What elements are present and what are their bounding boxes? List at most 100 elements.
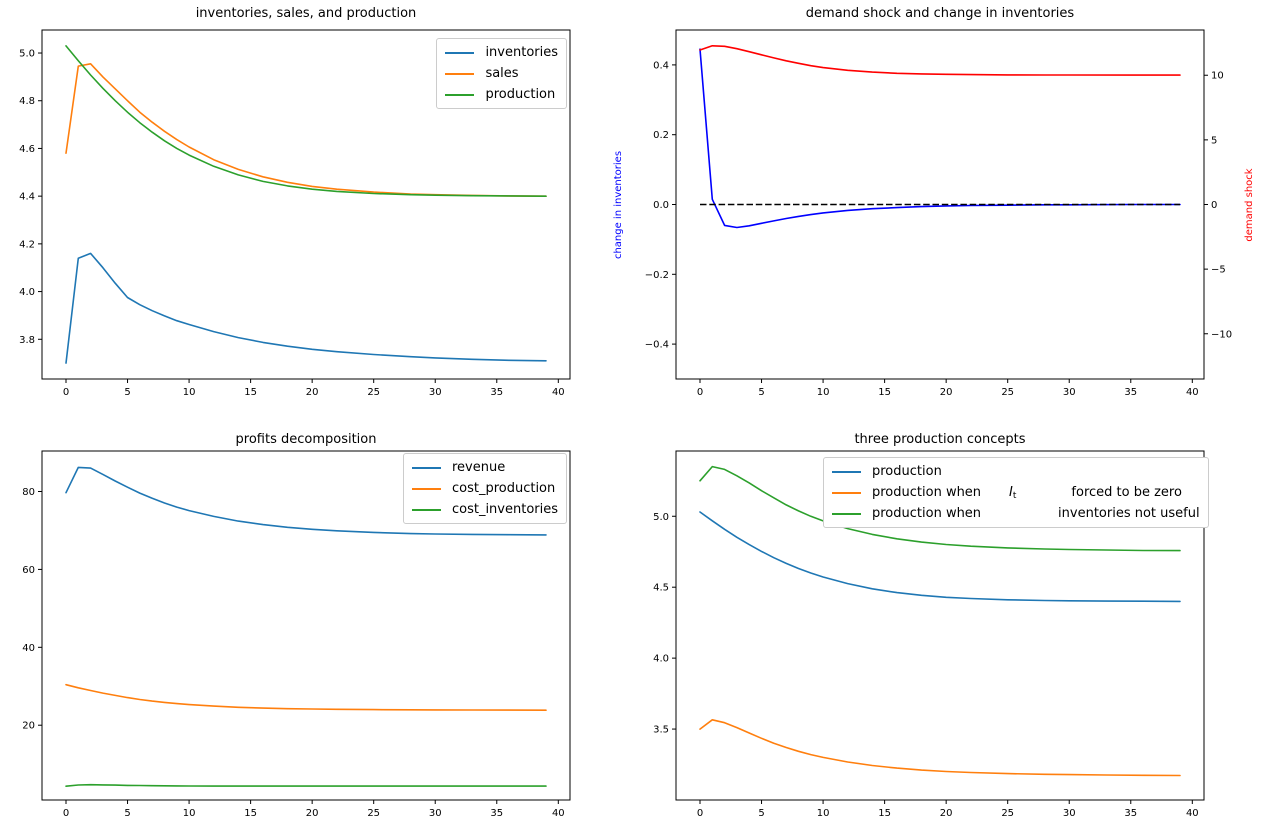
y-tick-label-left: 0.0 — [653, 200, 669, 211]
legend-item-cost-production: cost_production — [411, 478, 558, 499]
x-tick-label: 35 — [1124, 808, 1137, 819]
y-tick-label-right: −5 — [1211, 265, 1226, 276]
y-tick-label-left: 3.5 — [653, 725, 669, 736]
series-line-production — [65, 45, 547, 197]
x-tick-label: 0 — [63, 808, 69, 819]
y-tick-label-left: 40 — [22, 643, 35, 654]
legend-label-gap — [1016, 492, 1071, 493]
subplot-profits-decomposition: 0 5 10 15 20 25 30 35 40 20 40 60 80 profits decompo… — [0, 417, 636, 834]
y-tick-label-left: 20 — [22, 721, 35, 732]
legend-label: inventories — [485, 45, 558, 60]
subplot-three-production-concepts: 0 5 10 15 20 25 30 35 40 3.5 4.0 4.5 5.0 three produ… — [636, 417, 1272, 834]
series-line-inventories — [65, 252, 547, 364]
x-tick-label: 25 — [367, 808, 380, 819]
y-tick-label-right: −10 — [1211, 329, 1232, 340]
legend-bottom-left: revenue cost_production cost_inventories — [402, 453, 567, 524]
x-tick-label: 5 — [758, 808, 764, 819]
plot-canvas-bottom-right: 0 5 10 15 20 25 30 35 40 3.5 4.0 4.5 5.0 — [653, 450, 1205, 819]
axes-frame — [41, 450, 571, 801]
legend-item-production-when-inventories-not-useful: production when inventories not useful — [832, 503, 1200, 524]
x-tick-label: 0 — [63, 387, 69, 398]
x-tick-label: 40 — [552, 387, 565, 398]
x-tick-label: 35 — [490, 387, 503, 398]
legend-color-sample — [832, 470, 861, 473]
x-tick-label: 5 — [758, 387, 764, 398]
y-tick-label-left: 4.5 — [653, 583, 669, 594]
x-tick-label: 40 — [1186, 387, 1199, 398]
legend-item-production: production — [445, 84, 558, 105]
legend-label: forced to be zero — [1071, 485, 1182, 500]
legend-label: t — [1012, 490, 1017, 501]
legend-item-inventories: inventories — [445, 42, 558, 63]
y-tick-label-left: 80 — [22, 487, 35, 498]
legend-color-sample — [445, 51, 475, 54]
y-tick-label-left: 0.4 — [653, 60, 669, 71]
legend-label: inventories not useful — [1058, 506, 1200, 521]
subplot-title: demand shock and change in inventories — [805, 6, 1075, 21]
subplot-title: three production concepts — [854, 432, 1026, 447]
legend-color-sample — [832, 512, 861, 515]
x-tick-label: 25 — [367, 387, 380, 398]
legend-item-sales: sales — [445, 63, 558, 84]
y-tick-label-left: 4.6 — [19, 144, 35, 155]
x-tick-label: 40 — [552, 808, 565, 819]
legend-top-left: inventories sales production — [436, 38, 567, 109]
subplot-demand-shock-change-in-inventories: 0 5 10 15 20 25 30 35 40 −0.4 −0.2 0.0 0.2 0.4 −10 −5 0 5… — [613, 0, 1272, 417]
legend-color-sample — [411, 466, 441, 469]
x-tick-label: 30 — [1063, 387, 1076, 398]
series-line-cost-production — [65, 683, 547, 712]
legend-label: production — [872, 464, 942, 479]
x-tick-label: 20 — [306, 387, 319, 398]
x-tick-label: 25 — [1001, 808, 1014, 819]
subplot-inventories-sales-production: 0 5 10 15 20 25 30 35 40 3.8 4.0 4.2 4.4 4.6 4.8 5.0 in… — [0, 0, 636, 417]
legend-label: I — [1009, 485, 1013, 500]
y-tick-label-left: 4.0 — [653, 654, 669, 665]
y-tick-label-left: −0.4 — [645, 340, 669, 351]
x-tick-label: 15 — [878, 387, 891, 398]
axes-frame — [675, 450, 1205, 801]
x-tick-label: 15 — [878, 808, 891, 819]
legend-color-sample — [832, 491, 861, 494]
plot-canvas-top-right: 0 5 10 15 20 25 30 35 40 −0.4 −0.2 0.0 0.2 0.4 −10 −5 0 5… — [645, 29, 1232, 398]
legend-label: cost_production — [451, 481, 556, 496]
y-tick-label-left: 4.2 — [19, 239, 35, 250]
legend-color-sample — [445, 93, 475, 96]
axes-frame — [41, 29, 571, 380]
legend-label-gap — [981, 492, 1009, 493]
legend-label: revenue — [451, 460, 506, 475]
legend-label: cost_inventories — [451, 502, 558, 517]
subplot-title: inventories, sales, and production — [195, 6, 417, 21]
legend-color-sample — [411, 487, 441, 490]
y-tick-label-left: 4.0 — [19, 287, 35, 298]
y-tick-label-left: 60 — [22, 565, 35, 576]
x-tick-label: 20 — [306, 808, 319, 819]
y-tick-label-left: 5.0 — [19, 49, 35, 60]
y-tick-label-left: 0.2 — [653, 130, 669, 141]
subplot-title: profits decomposition — [235, 432, 377, 447]
legend-label: production when — [872, 506, 982, 521]
series-line-cost-inventories — [65, 783, 547, 788]
series-line-revenue — [65, 466, 547, 536]
legend-item-revenue: revenue — [411, 457, 558, 478]
series-line-production-when-inventories-not-useful — [699, 465, 1181, 552]
x-tick-label: 35 — [490, 808, 503, 819]
x-tick-label: 20 — [940, 387, 953, 398]
y-tick-label-right: 0 — [1211, 200, 1217, 211]
x-tick-label: 10 — [183, 808, 196, 819]
y-tick-label-left: 4.4 — [19, 192, 35, 203]
y-tick-label-left: 3.8 — [19, 335, 35, 346]
legend-item-production: production — [832, 461, 1200, 482]
x-tick-label: 15 — [244, 387, 257, 398]
plot-canvas-bottom-left: 0 5 10 15 20 25 30 35 40 20 40 60 80 — [22, 450, 571, 819]
x-tick-label: 40 — [1186, 808, 1199, 819]
series-line-production — [699, 511, 1181, 603]
legend-item-cost-inventories: cost_inventories — [411, 499, 558, 520]
legend-label: production — [485, 87, 556, 102]
y-tick-label-left: 5.0 — [653, 512, 669, 523]
left-axis-label: change in inventories — [613, 150, 624, 260]
x-tick-label: 0 — [697, 808, 703, 819]
legend-label: sales — [485, 66, 519, 81]
x-tick-label: 35 — [1124, 387, 1137, 398]
